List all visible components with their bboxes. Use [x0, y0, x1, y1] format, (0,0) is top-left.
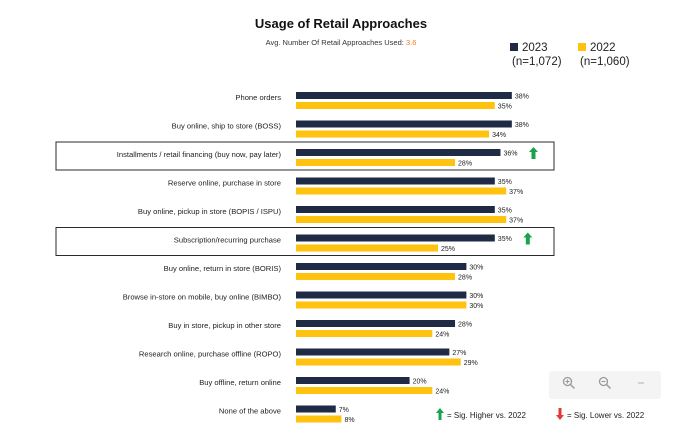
bar-2023 [296, 149, 501, 156]
data-label-2023: 28% [458, 322, 472, 329]
bar-2023 [296, 377, 410, 384]
category-label: Buy online, return in store (BORIS) [164, 264, 282, 273]
bar-2023 [296, 291, 467, 299]
zoom-in-icon[interactable] [559, 375, 579, 395]
bar-2022 [296, 159, 456, 166]
data-label-2022: 34% [492, 132, 506, 139]
data-label-2022: 28% [458, 275, 472, 282]
bar-2023 [296, 348, 450, 356]
data-label-2022: 24% [435, 389, 449, 396]
footnote-higher-text: = Sig. Higher vs. 2022 [447, 411, 526, 420]
bar-2022 [296, 273, 456, 280]
data-label-2023: 7% [339, 407, 349, 414]
category-label: Reserve online, purchase in store [168, 179, 281, 188]
category-label: Installments / retail financing (buy now… [117, 150, 282, 159]
legend-n-2022: (n=1,060) [580, 56, 630, 68]
zoom-out-icon[interactable] [595, 375, 615, 395]
legend-swatch-2023 [510, 43, 518, 51]
category-label: Buy in store, pickup in other store [168, 321, 281, 330]
bar-2022 [296, 130, 490, 138]
highlight-box [55, 227, 555, 256]
bar-2022 [296, 102, 495, 109]
category-label: Buy offline, return online [199, 378, 281, 387]
bar-2022 [296, 358, 461, 366]
data-label-2022: 37% [509, 218, 523, 225]
bar-2022 [296, 216, 507, 223]
category-label: Buy online, ship to store (BOSS) [172, 122, 282, 131]
sig-higher-arrow-icon [523, 232, 533, 245]
bar-2023 [296, 263, 467, 270]
data-label-2023: 35% [498, 179, 512, 186]
legend-n-2023: (n=1,072) [512, 56, 562, 68]
data-label-2022: 24% [435, 332, 449, 339]
category-label: Browse in-store on mobile, buy online (B… [123, 293, 282, 302]
legend-2023: 2023 (n=1,072) [510, 41, 562, 69]
data-label-2022: 35% [498, 104, 512, 111]
bar-2023 [296, 120, 512, 128]
bar-2023 [296, 206, 495, 213]
bar-2022 [296, 387, 433, 394]
highlight-box [55, 141, 555, 171]
arrow-down-icon [556, 408, 564, 420]
data-label-2023: 35% [498, 208, 512, 215]
data-label-2023: 30% [469, 293, 483, 300]
bar-2022 [296, 301, 467, 309]
footnote-higher: = Sig. Higher vs. 2022 [436, 408, 526, 420]
footnote-lower-text: = Sig. Lower vs. 2022 [567, 411, 645, 420]
category-label: Subscription/recurring purchase [174, 236, 281, 245]
data-label-2023: 38% [515, 94, 529, 101]
arrow-up-icon [436, 408, 444, 420]
bar-2023 [296, 405, 336, 413]
data-label-2022: 25% [441, 246, 455, 253]
bar-2023 [296, 234, 495, 242]
category-label: Buy online, pickup in store (BOPIS / ISP… [138, 207, 282, 216]
sig-higher-arrow-icon [528, 147, 538, 159]
bar-2022 [296, 187, 507, 195]
legend-2022: 2022 (n=1,060) [578, 41, 630, 69]
bar-2023 [296, 320, 456, 327]
data-label-2022: 29% [464, 360, 478, 367]
data-label-2022: 37% [509, 189, 523, 196]
bar-2023 [296, 92, 512, 99]
subtitle-value: 3.6 [405, 38, 417, 47]
subtitle-label: Avg. Number Of Retail Approaches Used: [265, 38, 406, 47]
data-label-2023: 35% [498, 236, 512, 243]
chart-toolbar [549, 371, 661, 399]
data-label-2022: 28% [458, 161, 472, 168]
data-label-2023: 27% [452, 350, 466, 357]
footnote-lower: = Sig. Lower vs. 2022 [556, 408, 644, 420]
data-label-2023: 20% [413, 379, 427, 386]
bar-2023 [296, 177, 495, 185]
chart-title: Usage of Retail Approaches [254, 16, 428, 31]
data-label-2023: 38% [515, 122, 529, 129]
category-label: Phone orders [235, 93, 281, 102]
legend-label-2022: 2022 [590, 42, 616, 54]
legend-swatch-2022 [578, 43, 586, 51]
category-label: Research online, purchase offline (ROPO) [139, 350, 282, 359]
chart-subtitle: Avg. Number Of Retail Approaches Used: 3… [0, 38, 682, 47]
bar-2022 [296, 330, 433, 337]
bar-2022 [296, 244, 438, 252]
reset-icon[interactable] [631, 375, 651, 395]
data-label-2022: 30% [469, 303, 483, 310]
data-label-2023: 30% [469, 265, 483, 272]
bar-2022 [296, 415, 342, 423]
legend-label-2023: 2023 [522, 42, 548, 54]
data-label-2023: 36% [503, 151, 517, 158]
category-label: None of the above [219, 407, 281, 416]
data-label-2022: 8% [344, 417, 354, 424]
